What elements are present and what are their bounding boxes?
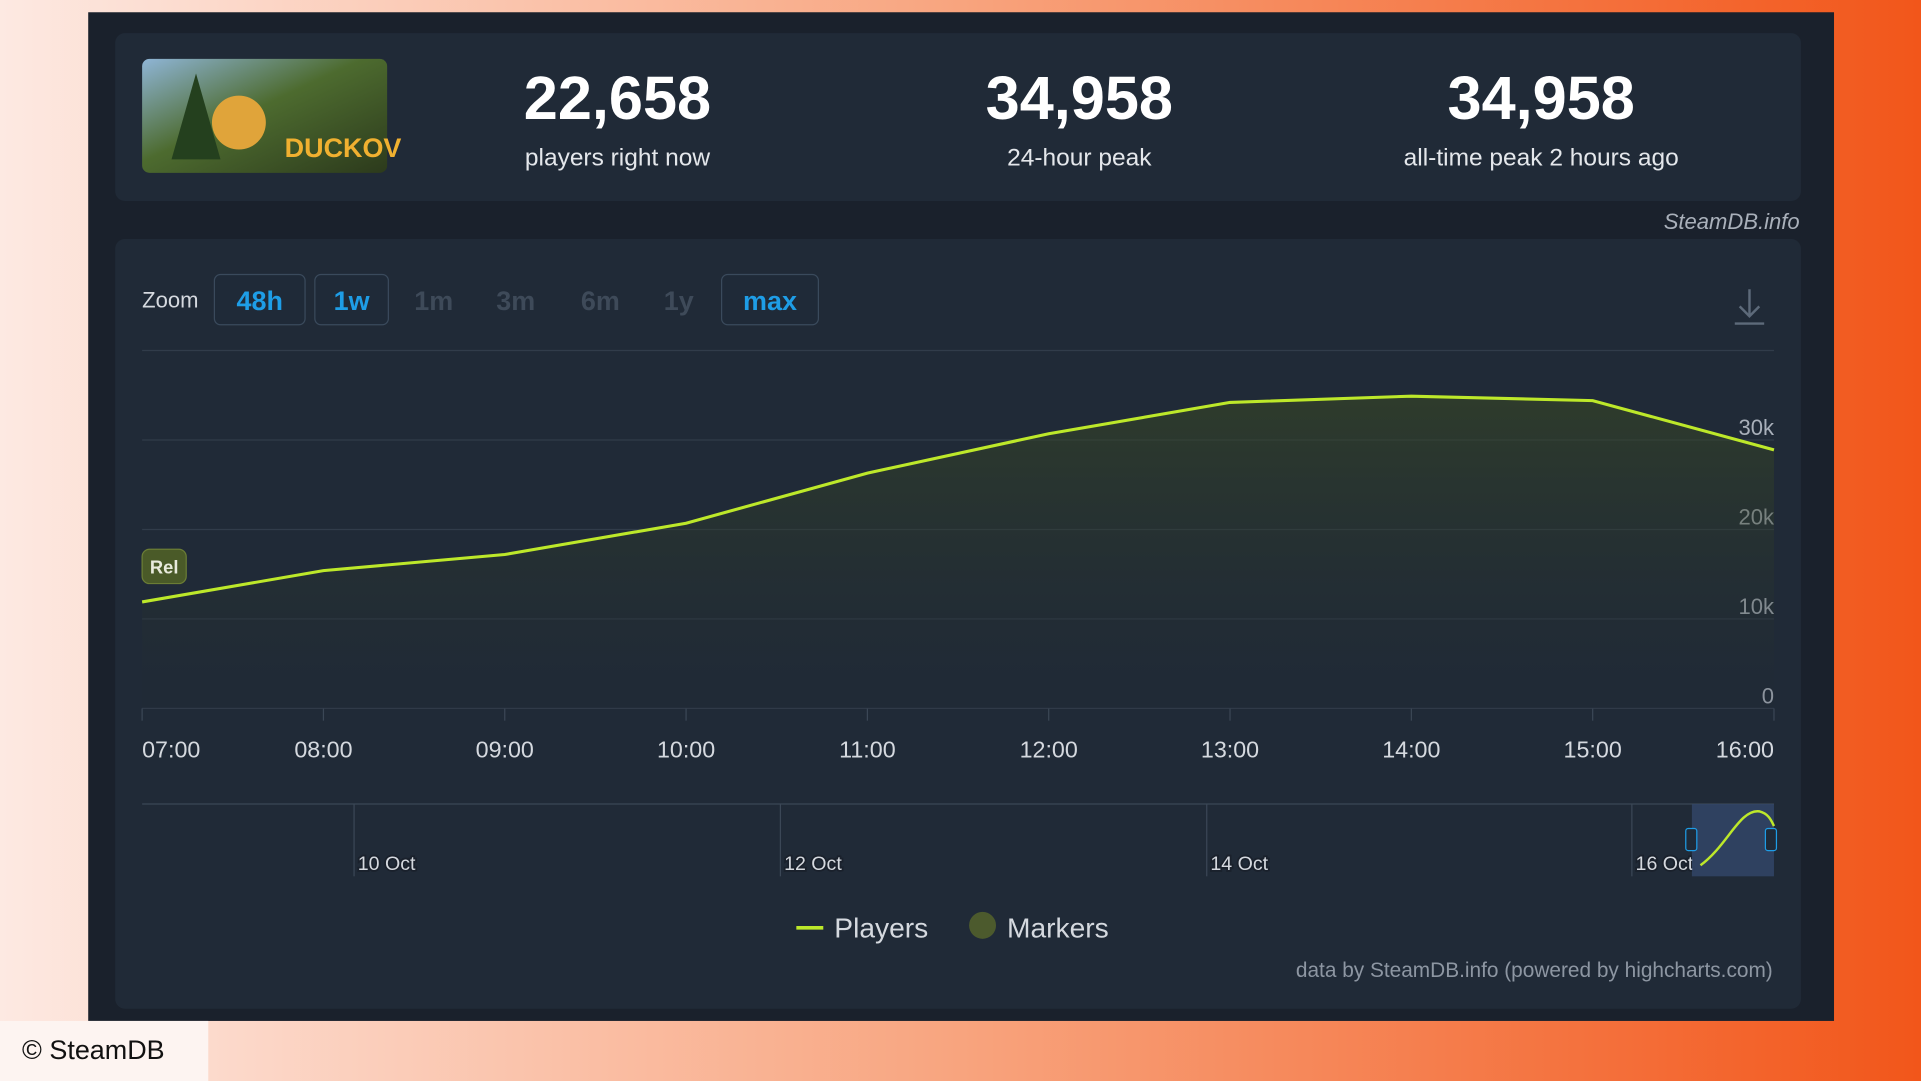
y-tick-label: 30k <box>1738 415 1775 440</box>
navigator-series <box>1699 810 1776 867</box>
zoom-button[interactable] <box>213 273 306 326</box>
x-tick-label: 07:00 <box>142 736 200 762</box>
zoom-button-text[interactable]: max <box>743 286 797 316</box>
legend-symbol <box>969 911 997 939</box>
download-icon[interactable] <box>1734 289 1765 325</box>
stat-value: 34,958 <box>1448 64 1635 132</box>
stat-label: players right now <box>525 144 710 171</box>
legend-label[interactable]: Players <box>834 912 928 944</box>
legend-label[interactable]: Markers <box>1007 912 1109 944</box>
x-tick-label: 16:00 <box>1716 736 1774 762</box>
annotation-flag[interactable] <box>141 548 187 585</box>
x-tick-label: 10:00 <box>657 736 715 762</box>
navigator-selection[interactable] <box>1691 804 1774 877</box>
x-tick-label: 14:00 <box>1382 736 1440 762</box>
zoom-button[interactable] <box>720 273 819 326</box>
copyright-box <box>0 1020 209 1081</box>
stat-label: 24-hour peak <box>1007 144 1152 171</box>
series-area <box>142 396 1774 709</box>
thumbnail-duck <box>211 95 266 150</box>
navigator-handle[interactable] <box>1685 827 1698 852</box>
navigator-label: 10 Oct <box>358 853 416 875</box>
navigator-label: 16 Oct <box>1636 853 1694 875</box>
x-tick-label: 08:00 <box>294 736 352 762</box>
stat-value: 22,658 <box>524 64 711 132</box>
zoom-label: Zoom <box>142 288 198 313</box>
credits[interactable]: data by SteamDB.info (powered by highcha… <box>1296 959 1773 982</box>
zoom-button-text[interactable]: 6m <box>581 286 620 316</box>
series-line <box>141 394 1775 604</box>
thumbnail-tree <box>171 73 221 160</box>
zoom-button[interactable] <box>314 273 389 326</box>
zoom-button-text[interactable]: 48h <box>237 286 283 316</box>
zoom-button-text[interactable]: 1w <box>334 286 370 316</box>
zoom-button-text[interactable]: 1y <box>664 286 694 316</box>
navigator-handle[interactable] <box>1764 827 1778 852</box>
annotation-label: Rel <box>150 557 179 578</box>
stat-label: all-time peak 2 hours ago <box>1404 144 1679 171</box>
x-tick-label: 12:00 <box>1020 736 1078 762</box>
header-card <box>115 33 1801 202</box>
x-tick-label: 09:00 <box>476 736 534 762</box>
x-tick-label: 11:00 <box>839 736 896 762</box>
zoom-button-text[interactable]: 1m <box>414 286 453 316</box>
thumbnail-title: DUCKOV <box>285 133 402 163</box>
x-tick-label: 13:00 <box>1201 736 1259 762</box>
copyright: © SteamDB <box>22 1035 165 1065</box>
zoom-button-text[interactable]: 3m <box>496 286 535 316</box>
navigator-label: 12 Oct <box>784 853 842 875</box>
watermark[interactable]: SteamDB.info <box>1664 209 1800 234</box>
navigator-label: 14 Oct <box>1210 853 1268 875</box>
x-tick-label: 15:00 <box>1564 736 1622 762</box>
stat-value: 34,958 <box>986 64 1173 132</box>
